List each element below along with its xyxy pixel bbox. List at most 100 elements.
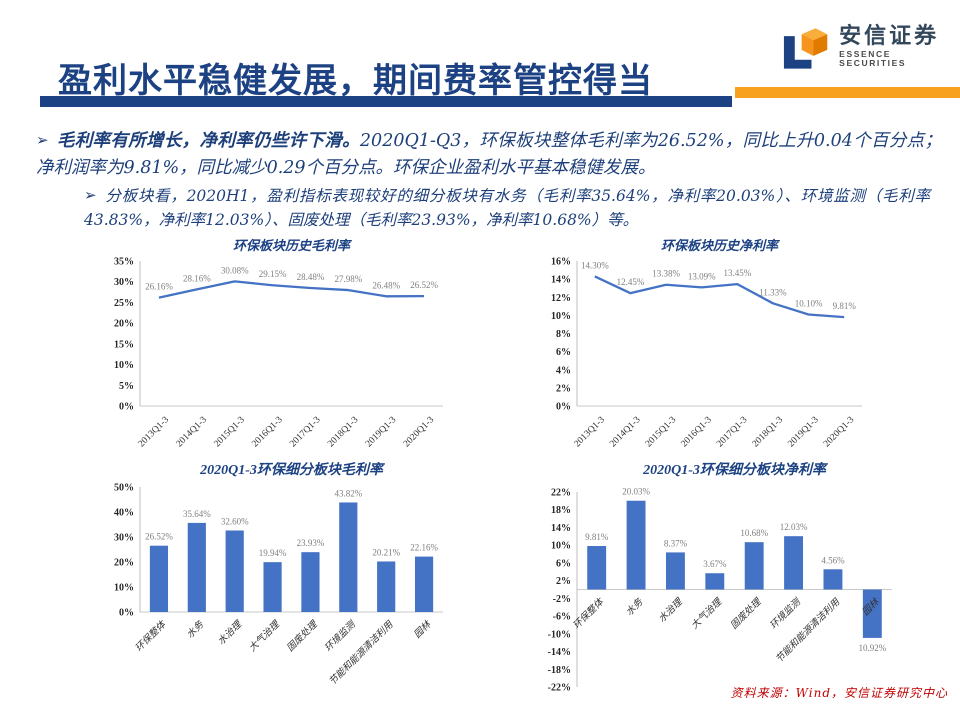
logo-name-cn: 安信证券 xyxy=(839,23,940,49)
x-axis-label: 2016Q1-3 xyxy=(679,415,713,449)
y-tick-label: 10% xyxy=(114,360,134,371)
chart-title: 2020Q1-3环保细分板块毛利率 xyxy=(199,461,386,478)
logo-cube-icon xyxy=(783,28,828,69)
segment-net-margin-bar-chart: 2020Q1-3环保细分板块净利率 22% 18% 14% 10% 6% 2% -2% -6% -… xyxy=(548,461,892,694)
x-axis-label: 节能和能源清洁利用 xyxy=(774,596,843,665)
data-line xyxy=(158,280,425,299)
data-label: 30.08% xyxy=(221,265,249,275)
y-tick-label: 4% xyxy=(556,365,571,376)
data-label: 13.38% xyxy=(652,269,680,279)
gross-margin-history-line-chart: 环保板块历史毛利率 35% 30% 25% 20% 15% 10% 5% 0% 26.16% 201… xyxy=(114,238,443,449)
data-label: 27.98% xyxy=(334,274,362,284)
y-tick-label: 25% xyxy=(114,298,134,309)
logo-text: 安信证券 ESSENCE SECURITIES xyxy=(839,24,960,68)
y-tick-label: 20% xyxy=(114,558,134,569)
bar xyxy=(705,573,725,590)
x-axis-label: 2018Q1-3 xyxy=(326,415,360,449)
segment-gross-margin-bar-chart: 2020Q1-3环保细分板块毛利率 50% 40% 30% 20% 10% 0% 26.52%… xyxy=(114,461,443,688)
data-label: 13.45% xyxy=(723,268,751,278)
y-tick-label: 0% xyxy=(556,402,571,413)
x-axis-label: 环境监测 xyxy=(767,595,803,631)
chart-gross-margin-history: 环保板块历史毛利率 35% 30% 25% 20% 15% 10% 5% 0% 26.16% 201… xyxy=(98,232,498,454)
x-axis-label: 2013Q1-3 xyxy=(137,415,171,449)
data-label: 9.81% xyxy=(585,532,609,542)
data-label: 8.37% xyxy=(664,538,688,548)
y-tick-label: 20% xyxy=(114,319,134,330)
bullet-2-body: 分板块看，2020H1，盈利指标表现较好的细分板块有水务（毛利率35.64%，净… xyxy=(84,186,930,229)
x-axis-label: 水治理 xyxy=(657,596,686,625)
bar xyxy=(263,562,282,612)
data-label: 26.52% xyxy=(145,532,173,542)
y-tick-label: 2% xyxy=(556,576,571,587)
title-underline xyxy=(40,96,732,107)
x-axis-label: 固废处理 xyxy=(284,618,320,654)
bar xyxy=(626,500,646,590)
y-tick-label: 6% xyxy=(556,558,571,569)
y-tick-label: 2% xyxy=(556,383,571,394)
source-note: 资料来源：Wind，安信证券研究中心 xyxy=(730,686,948,700)
x-axis-label: 2017Q1-3 xyxy=(715,415,749,449)
x-axis-label: 水治理 xyxy=(216,618,245,647)
data-label: 28.16% xyxy=(183,273,211,283)
chart-title: 2020Q1-3环保细分板块净利率 xyxy=(642,461,829,478)
chart-segment-net-margin: 2020Q1-3环保细分板块净利率 22% 18% 14% 10% 6% 2% -2% -6% -… xyxy=(532,454,960,706)
bullet-1-lead: 毛利率有所增长，净利率仍些许下滑。 xyxy=(56,130,360,151)
data-label: 35.64% xyxy=(183,509,211,519)
y-tick-label: -22% xyxy=(548,683,571,694)
data-label: 23.93% xyxy=(297,538,325,548)
x-axis-label: 2017Q1-3 xyxy=(288,415,322,449)
bar xyxy=(377,561,396,612)
data-label: 3.67% xyxy=(703,559,727,569)
title-underline-accent xyxy=(735,87,960,98)
data-label: 28.48% xyxy=(297,272,325,282)
x-axis-label: 2018Q1-3 xyxy=(751,415,785,449)
bar xyxy=(149,545,169,612)
x-axis-label: 2015Q1-3 xyxy=(644,415,678,449)
bar xyxy=(339,502,358,612)
y-tick-label: 10% xyxy=(551,311,571,322)
data-label: 26.48% xyxy=(372,280,400,290)
data-label: 9.81% xyxy=(833,301,857,311)
data-label: 19.94% xyxy=(259,548,287,558)
logo-name-en: ESSENCE SECURITIES xyxy=(839,49,907,69)
data-label: 43.82% xyxy=(334,488,362,498)
data-label: 10.68% xyxy=(740,528,768,538)
data-label: 12.03% xyxy=(780,522,808,532)
data-label: 10.10% xyxy=(795,298,823,308)
data-line xyxy=(594,275,845,319)
bar xyxy=(187,522,206,612)
bar xyxy=(301,552,320,612)
chart-segment-gross-margin: 2020Q1-3环保细分板块毛利率 50% 40% 30% 20% 10% 0% 26.52%… xyxy=(98,454,498,696)
x-axis-label: 固废处理 xyxy=(728,595,764,631)
y-tick-label: 18% xyxy=(551,505,571,516)
y-tick-label: 8% xyxy=(556,329,571,340)
x-axis-label: 环保整体 xyxy=(133,618,169,654)
x-axis-label: 环境监测 xyxy=(322,618,358,654)
chart-title: 环保板块历史毛利率 xyxy=(233,238,353,253)
bar xyxy=(414,556,434,612)
bar xyxy=(784,536,804,590)
bullet-1-body: 2020Q1-Q3，环保板块整体毛利率为26.52%，同比上升0.04个百分点；… xyxy=(36,130,942,178)
data-label: 26.16% xyxy=(145,282,173,292)
bar xyxy=(744,542,764,590)
y-tick-label: 14% xyxy=(551,275,571,286)
page-title: 盈利水平稳健发展，期间费率管控得当 xyxy=(58,61,653,100)
y-tick-label: 30% xyxy=(114,533,134,544)
bar xyxy=(665,552,685,590)
x-axis-label: 园林 xyxy=(412,618,434,640)
data-label: 4.56% xyxy=(821,555,845,565)
data-label: 11.33% xyxy=(759,287,787,297)
x-axis-label: 2016Q1-3 xyxy=(250,415,284,449)
bar xyxy=(225,530,244,612)
chart-title: 环保板块历史净利率 xyxy=(661,238,781,253)
y-tick-label: -6% xyxy=(553,612,571,623)
bullet-paragraph-1: ➢ 毛利率有所增长，净利率仍些许下滑。2020Q1-Q3，环保板块整体毛利率为26… xyxy=(36,128,942,182)
essence-securities-logo: 安信证券 ESSENCE SECURITIES xyxy=(780,20,960,72)
y-tick-label: 30% xyxy=(114,277,134,288)
y-tick-label: 10% xyxy=(114,583,134,594)
bullet-paragraph-2: ➢ 分板块看，2020H1，盈利指标表现较好的细分板块有水务（毛利率35.64%，… xyxy=(84,184,930,232)
y-tick-label: 6% xyxy=(556,347,571,358)
x-axis-label: 2020Q1-3 xyxy=(822,415,856,449)
x-axis-label: 2020Q1-3 xyxy=(402,415,436,449)
x-axis-label: 水务 xyxy=(624,596,646,618)
